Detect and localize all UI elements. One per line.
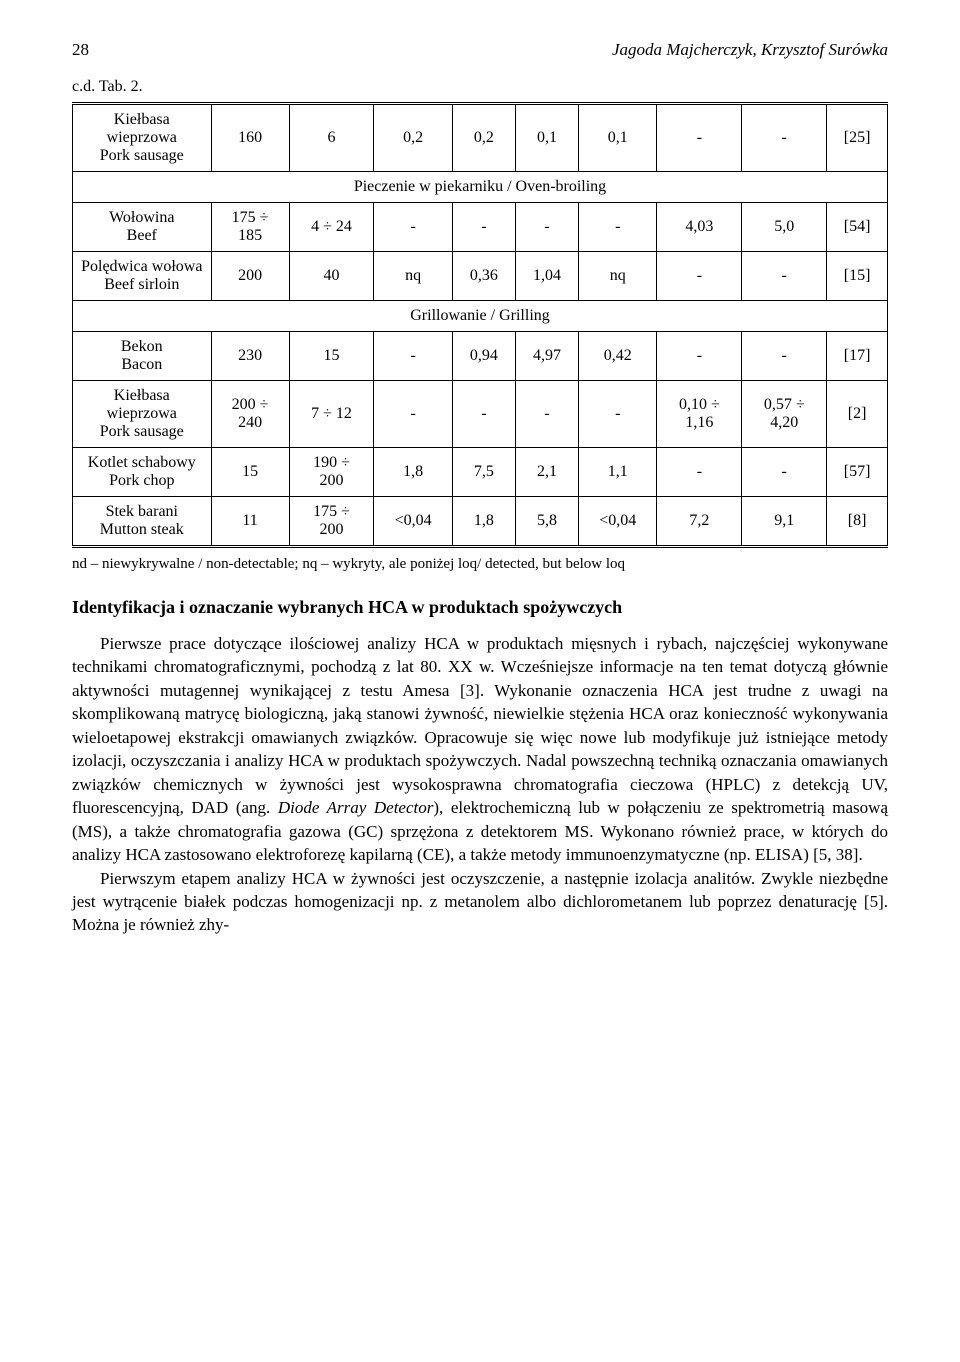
row-label: Kotlet schabowyPork chop	[73, 448, 212, 497]
cell: 160	[211, 104, 289, 172]
row-label: KiełbasawieprzowaPork sausage	[73, 104, 212, 172]
cell: 0,1	[515, 104, 578, 172]
cell: -	[657, 448, 742, 497]
cell: 40	[289, 252, 374, 301]
cell: -	[374, 381, 452, 448]
row-label: Stek baraniMutton steak	[73, 497, 212, 547]
cell: 1,04	[515, 252, 578, 301]
cell: 1,8	[452, 497, 515, 547]
cell: 4 ÷ 24	[289, 203, 374, 252]
section-header-label: Pieczenie w piekarniku / Oven-broiling	[73, 172, 888, 203]
table-continuation-label: c.d. Tab. 2.	[72, 78, 888, 96]
cell: 0,42	[579, 332, 657, 381]
cell: 9,1	[742, 497, 827, 547]
cell: 7,2	[657, 497, 742, 547]
table-footnote: nd – niewykrywalne / non-detectable; nq …	[72, 556, 888, 573]
page-header: 28 Jagoda Majcherczyk, Krzysztof Surówka	[72, 40, 888, 60]
table-row: Polędwica wołowaBeef sirloin 200 40 nq 0…	[73, 252, 888, 301]
row-label: BekonBacon	[73, 332, 212, 381]
cell: 7,5	[452, 448, 515, 497]
cell: -	[657, 332, 742, 381]
cell: 0,2	[452, 104, 515, 172]
row-label: Polędwica wołowaBeef sirloin	[73, 252, 212, 301]
cell: 200	[211, 252, 289, 301]
cell: -	[742, 104, 827, 172]
cell: 0,36	[452, 252, 515, 301]
table-row: Stek baraniMutton steak 11 175 ÷200 <0,0…	[73, 497, 888, 547]
page-number: 28	[72, 40, 89, 60]
table-section-header: Pieczenie w piekarniku / Oven-broiling	[73, 172, 888, 203]
cell: 190 ÷200	[289, 448, 374, 497]
cell: 6	[289, 104, 374, 172]
cell: nq	[374, 252, 452, 301]
cell: -	[742, 448, 827, 497]
cell: <0,04	[579, 497, 657, 547]
text-italic: Diode Array Detector	[278, 798, 434, 817]
cell: 0,10 ÷1,16	[657, 381, 742, 448]
text-run: Pierwsze prace dotyczące ilościowej anal…	[72, 634, 888, 817]
cell: [17]	[827, 332, 888, 381]
cell: 200 ÷240	[211, 381, 289, 448]
table-row: BekonBacon 230 15 - 0,94 4,97 0,42 - - […	[73, 332, 888, 381]
cell: -	[742, 252, 827, 301]
cell: [54]	[827, 203, 888, 252]
cell: [57]	[827, 448, 888, 497]
table-row: KiełbasawieprzowaPork sausage 200 ÷240 7…	[73, 381, 888, 448]
cell: 0,2	[374, 104, 452, 172]
cell: 11	[211, 497, 289, 547]
cell: -	[579, 203, 657, 252]
cell: 1,1	[579, 448, 657, 497]
row-label: WołowinaBeef	[73, 203, 212, 252]
section-heading: Identyfikacja i oznaczanie wybranych HCA…	[72, 597, 888, 618]
cell: -	[452, 381, 515, 448]
cell: 0,57 ÷4,20	[742, 381, 827, 448]
table-row: KiełbasawieprzowaPork sausage 160 6 0,2 …	[73, 104, 888, 172]
cell: 175 ÷200	[289, 497, 374, 547]
cell: [15]	[827, 252, 888, 301]
cell: 0,1	[579, 104, 657, 172]
cell: -	[657, 104, 742, 172]
cell: [25]	[827, 104, 888, 172]
data-table: KiełbasawieprzowaPork sausage 160 6 0,2 …	[72, 102, 888, 548]
section-header-label: Grillowanie / Grilling	[73, 301, 888, 332]
paragraph: Pierwsze prace dotyczące ilościowej anal…	[72, 632, 888, 867]
cell: -	[579, 381, 657, 448]
cell: 15	[289, 332, 374, 381]
cell: -	[374, 203, 452, 252]
cell: [8]	[827, 497, 888, 547]
cell: nq	[579, 252, 657, 301]
cell: 5,0	[742, 203, 827, 252]
cell: -	[657, 252, 742, 301]
paragraph: Pierwszym etapem analizy HCA w żywności …	[72, 867, 888, 937]
cell: 5,8	[515, 497, 578, 547]
cell: -	[742, 332, 827, 381]
cell: [2]	[827, 381, 888, 448]
cell: 15	[211, 448, 289, 497]
body-text: Pierwsze prace dotyczące ilościowej anal…	[72, 632, 888, 937]
cell: 0,94	[452, 332, 515, 381]
table-row: WołowinaBeef 175 ÷185 4 ÷ 24 - - - - 4,0…	[73, 203, 888, 252]
cell: 2,1	[515, 448, 578, 497]
cell: 4,97	[515, 332, 578, 381]
table-row: Kotlet schabowyPork chop 15 190 ÷200 1,8…	[73, 448, 888, 497]
cell: 4,03	[657, 203, 742, 252]
cell: 1,8	[374, 448, 452, 497]
table-section-header: Grillowanie / Grilling	[73, 301, 888, 332]
cell: 7 ÷ 12	[289, 381, 374, 448]
cell: -	[515, 203, 578, 252]
cell: 230	[211, 332, 289, 381]
cell: 175 ÷185	[211, 203, 289, 252]
cell: -	[452, 203, 515, 252]
cell: -	[515, 381, 578, 448]
running-head: Jagoda Majcherczyk, Krzysztof Surówka	[612, 40, 888, 60]
cell: <0,04	[374, 497, 452, 547]
row-label: KiełbasawieprzowaPork sausage	[73, 381, 212, 448]
cell: -	[374, 332, 452, 381]
